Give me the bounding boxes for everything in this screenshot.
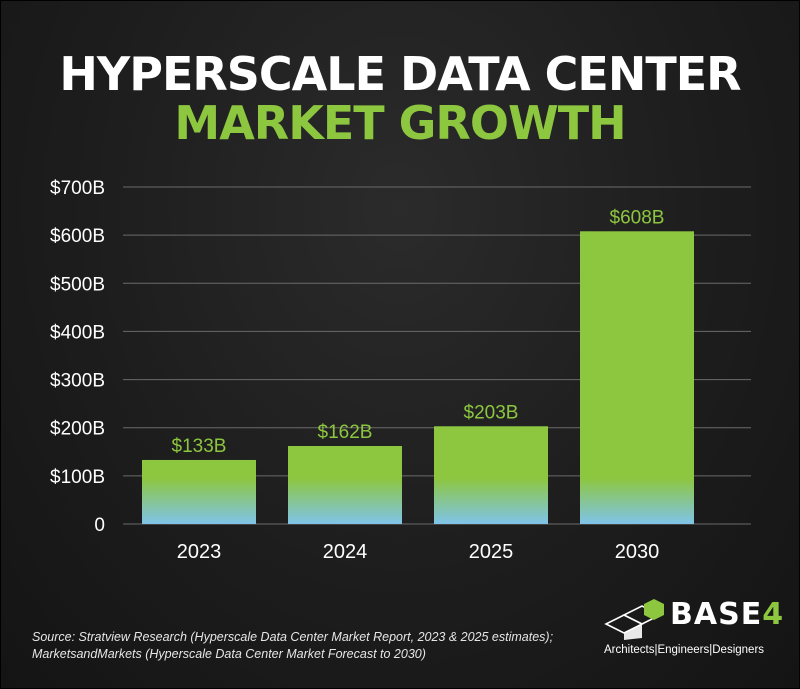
bar-value-label: $608B — [610, 207, 665, 228]
y-tick-label: $400B — [50, 322, 105, 343]
y-tick-label: $500B — [50, 274, 105, 295]
y-tick-label: $200B — [50, 419, 105, 440]
y-tick-label: 0 — [94, 515, 105, 536]
x-tick-label: 2024 — [323, 541, 368, 563]
y-tick-label: $700B — [50, 178, 105, 199]
logo-wordmark: BASE4 — [670, 600, 784, 630]
title-line-2: MARKET GROWTH — [174, 96, 626, 150]
y-tick-label: $300B — [50, 371, 105, 392]
y-tick-label: $100B — [50, 467, 105, 488]
source-note: Source: Stratview Research (Hyperscale D… — [32, 629, 553, 663]
bar-value-label: $203B — [464, 402, 519, 423]
logo-brand-digit: 4 — [762, 597, 785, 632]
x-tick-label: 2025 — [469, 541, 514, 563]
bar-2023 — [142, 459, 256, 524]
x-tick-label: 2030 — [615, 541, 660, 563]
base4-logo: BASE4 Architects|Engineers|Designers — [604, 598, 783, 662]
bar-value-labels: $133B $162B $203B $608B — [172, 207, 665, 457]
x-tick-label: 2023 — [177, 541, 222, 563]
bar-2025 — [434, 426, 548, 524]
bar-chart: 0 $100B $200B $300B $400B $500B $600B $700B $13… — [50, 178, 751, 563]
bar-value-label: $133B — [172, 436, 227, 457]
logo-brand-text: BASE — [670, 597, 763, 632]
bar-value-label: $162B — [318, 422, 373, 443]
y-axis-tick-labels: 0 $100B $200B $300B $400B $500B $600B $700B — [50, 178, 105, 536]
y-tick-label: $600B — [50, 226, 105, 247]
source-line-1: Source: Stratview Research (Hyperscale D… — [32, 630, 554, 644]
title-line-1: HYPERSCALE DATA CENTER — [59, 47, 741, 101]
bars — [142, 231, 694, 524]
x-axis-tick-labels: 2023 2024 2025 2030 — [177, 541, 660, 563]
logo-tagline: Architects|Engineers|Designers — [604, 644, 765, 656]
source-line-2: MarketsandMarkets (Hyperscale Data Cente… — [32, 647, 426, 661]
bar-2030 — [580, 231, 694, 524]
cube-logo-icon — [604, 599, 664, 640]
bar-2024 — [288, 446, 402, 524]
